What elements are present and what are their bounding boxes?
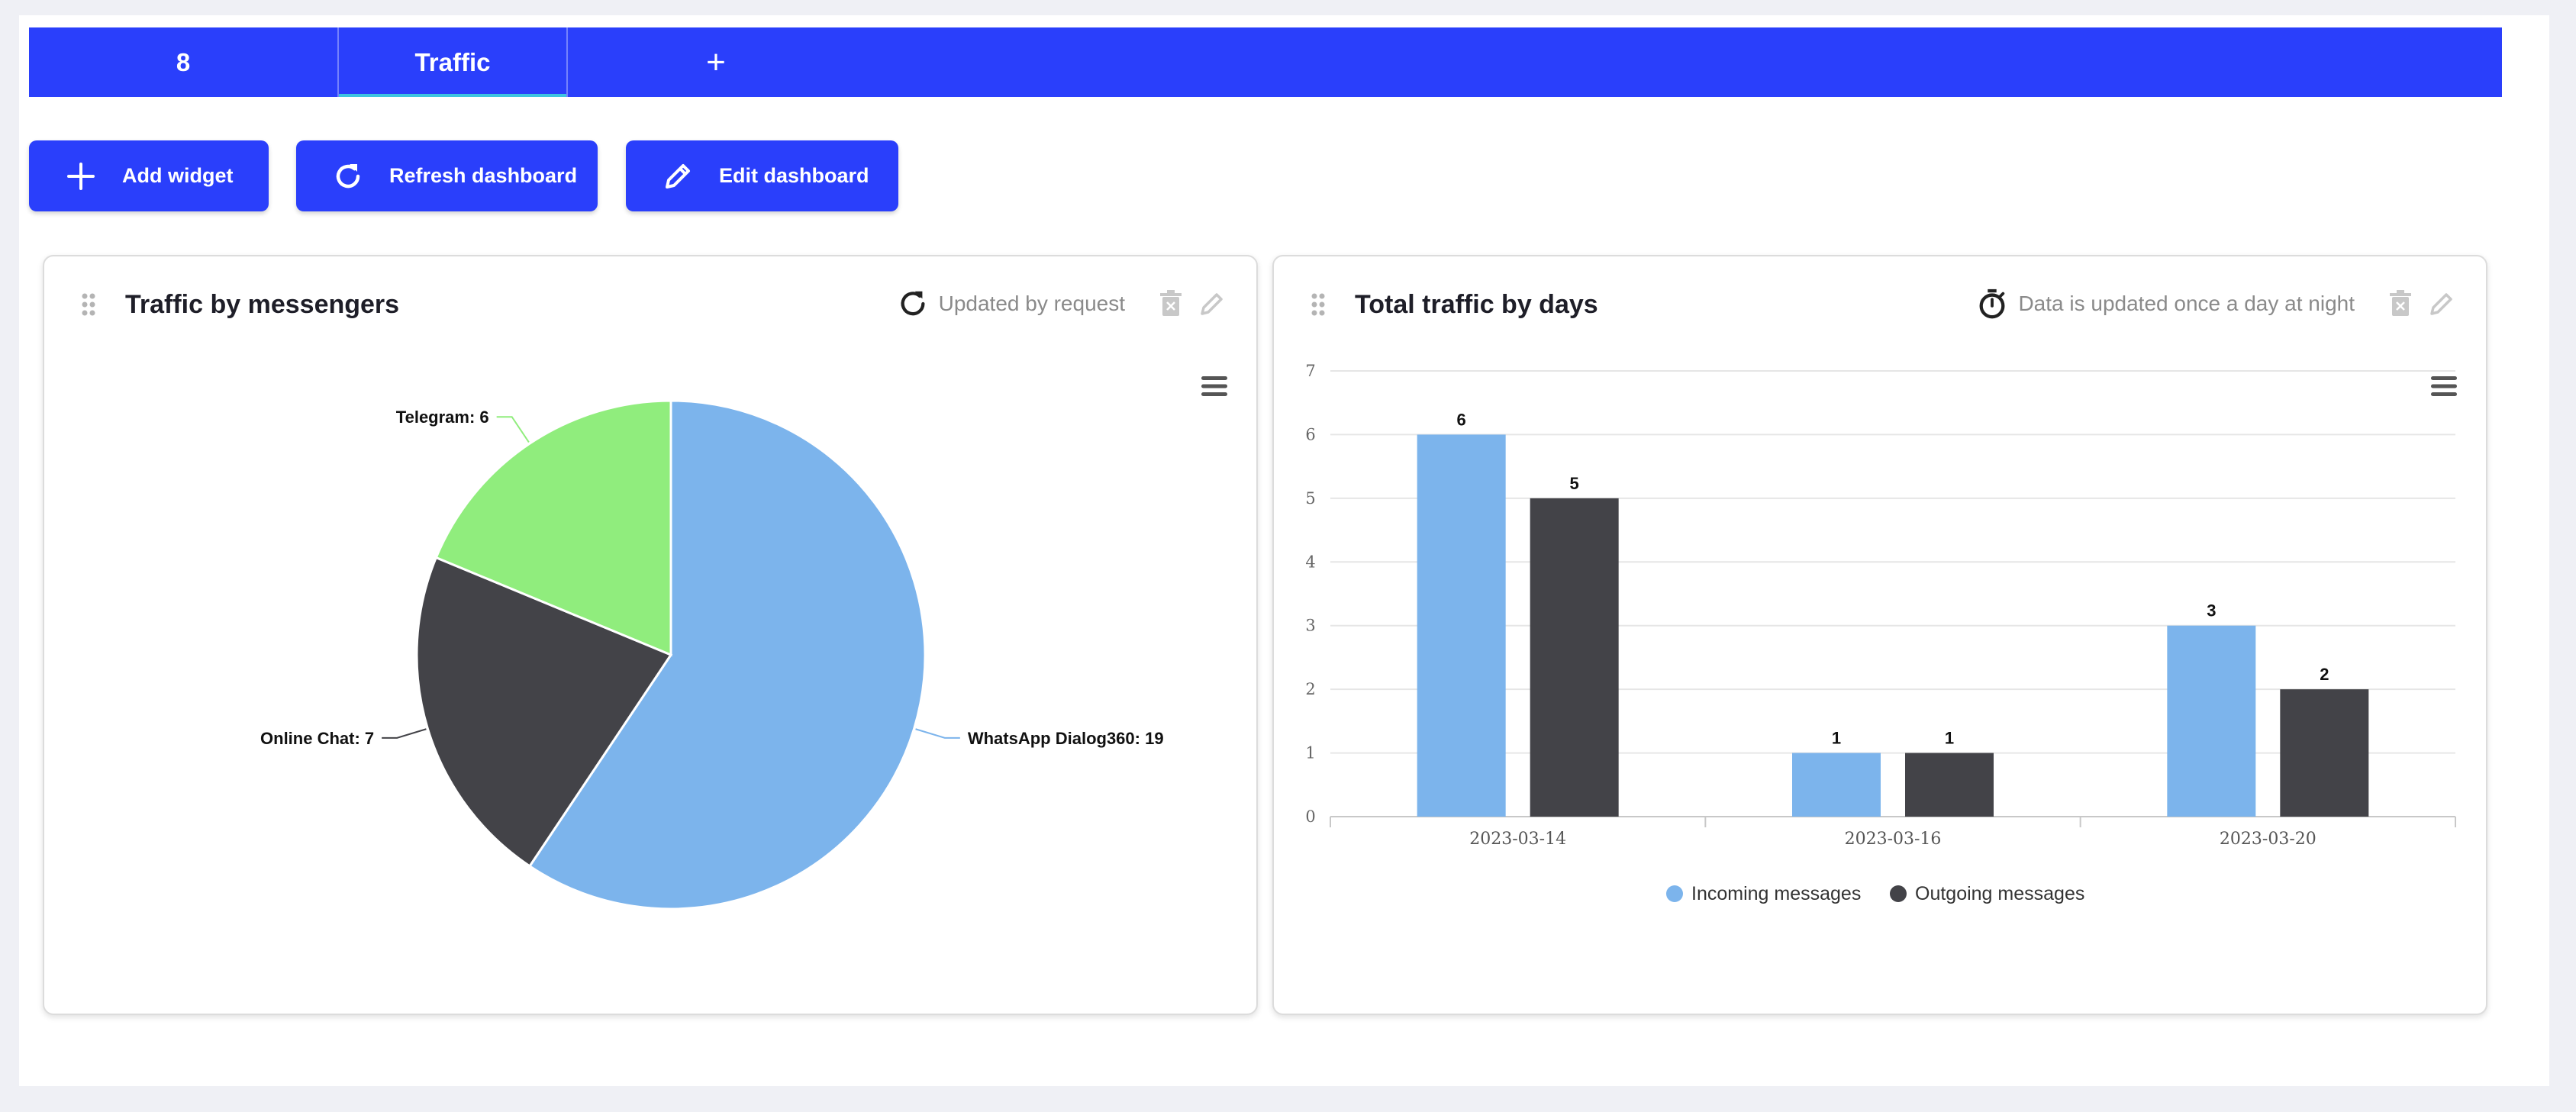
widget-header: Traffic by messengers Updated by request xyxy=(44,256,1256,340)
y-tick-label: 7 xyxy=(1305,362,1315,380)
bar-data-label: 2 xyxy=(2320,665,2329,684)
y-tick-label: 5 xyxy=(1305,489,1315,508)
x-tick-label: 2023-03-20 xyxy=(2220,830,2316,849)
tab-label: Traffic xyxy=(414,47,491,76)
y-tick-label: 6 xyxy=(1305,425,1315,443)
pie-slice xyxy=(434,399,672,657)
bar xyxy=(1792,753,1881,817)
pie-data-label: Telegram: 6 xyxy=(396,408,489,427)
pie-slice xyxy=(527,399,927,911)
bar xyxy=(1417,434,1506,817)
pencil-icon xyxy=(661,160,695,193)
tab-traffic[interactable]: Traffic xyxy=(337,27,568,97)
y-tick-label: 4 xyxy=(1305,553,1315,571)
y-tick-label: 0 xyxy=(1305,807,1315,826)
chart-menu-icon[interactable] xyxy=(1201,376,1227,397)
timer-icon xyxy=(1975,287,2009,321)
pie-data-label: WhatsApp Dialog360: 19 xyxy=(968,729,1164,748)
widget-header: Total traffic by days Data is updated on… xyxy=(1274,256,2486,340)
refresh-icon xyxy=(331,160,365,193)
widget-title: Traffic by messengers xyxy=(125,290,400,319)
bar-data-label: 1 xyxy=(1945,729,1954,748)
tab-8[interactable]: 8 xyxy=(29,27,337,97)
refresh-dashboard-button[interactable]: Refresh dashboard xyxy=(296,140,598,211)
y-tick-label: 3 xyxy=(1305,617,1315,635)
delete-icon[interactable] xyxy=(1156,288,1186,319)
delete-icon[interactable] xyxy=(2385,288,2416,319)
tab-label: 8 xyxy=(176,47,191,76)
widget-total-traffic-by-days: Total traffic by days Data is updated on… xyxy=(1272,255,2487,1015)
bar xyxy=(1530,498,1619,817)
drag-handle-icon[interactable] xyxy=(1311,293,1326,316)
widget-title: Total traffic by days xyxy=(1355,290,1598,319)
refresh-dashboard-label: Refresh dashboard xyxy=(389,164,578,187)
edit-icon[interactable] xyxy=(2426,288,2457,319)
bar-data-label: 3 xyxy=(2207,601,2216,620)
pie-chart: WhatsApp Dialog360: 19 Online Chat: 7 Tele… xyxy=(260,399,1164,911)
edit-dashboard-label: Edit dashboard xyxy=(719,164,869,187)
drag-handle-icon[interactable] xyxy=(81,293,96,316)
legend-marker xyxy=(1890,885,1907,902)
pie-slice xyxy=(415,556,673,868)
edit-dashboard-button[interactable]: Edit dashboard xyxy=(626,140,898,211)
x-tick-label: 2023-03-14 xyxy=(1469,830,1566,849)
pie-data-label: Online Chat: 7 xyxy=(260,729,374,748)
add-widget-button[interactable]: Add widget xyxy=(29,140,269,211)
widget-header-tools: Updated by request xyxy=(896,287,1227,321)
plus-icon: + xyxy=(706,43,726,81)
plus-icon xyxy=(64,160,98,193)
edit-icon[interactable] xyxy=(1197,288,1227,319)
pie-connector xyxy=(496,416,530,443)
update-status: Data is updated once a day at night xyxy=(2018,292,2355,315)
bar-data-label: 1 xyxy=(1832,729,1841,748)
bar-chart: 0 1 2 3 4 5 6 7 2023-03-14 6 5 2023-03-16 1 1 2023-03-… xyxy=(1305,362,2456,904)
bar xyxy=(2167,625,2256,817)
pie-connector xyxy=(915,728,960,739)
update-status: Updated by request xyxy=(938,292,1125,315)
pie-connector xyxy=(382,728,427,739)
widget-header-tools: Data is updated once a day at night xyxy=(1975,287,2457,321)
add-widget-label: Add widget xyxy=(122,164,234,187)
y-tick-label: 2 xyxy=(1305,680,1315,698)
bar xyxy=(1905,753,1994,817)
bar-data-label: 5 xyxy=(1570,474,1579,493)
widget-traffic-by-messengers: Traffic by messengers Updated by request… xyxy=(43,255,1258,1015)
legend-label: Outgoing messages xyxy=(1915,883,2084,904)
add-tab-button[interactable]: + xyxy=(693,27,739,97)
y-tick-label: 1 xyxy=(1305,744,1315,762)
bar-data-label: 6 xyxy=(1457,410,1466,429)
x-tick-label: 2023-03-16 xyxy=(1845,830,1942,849)
dashboard-tab-bar: 8 Traffic + xyxy=(29,27,2502,97)
legend-marker xyxy=(1666,885,1683,902)
refresh-icon[interactable] xyxy=(896,287,930,321)
legend-label: Incoming messages xyxy=(1691,883,1861,904)
chart-menu-icon[interactable] xyxy=(2431,376,2457,397)
bar xyxy=(2280,689,2369,817)
